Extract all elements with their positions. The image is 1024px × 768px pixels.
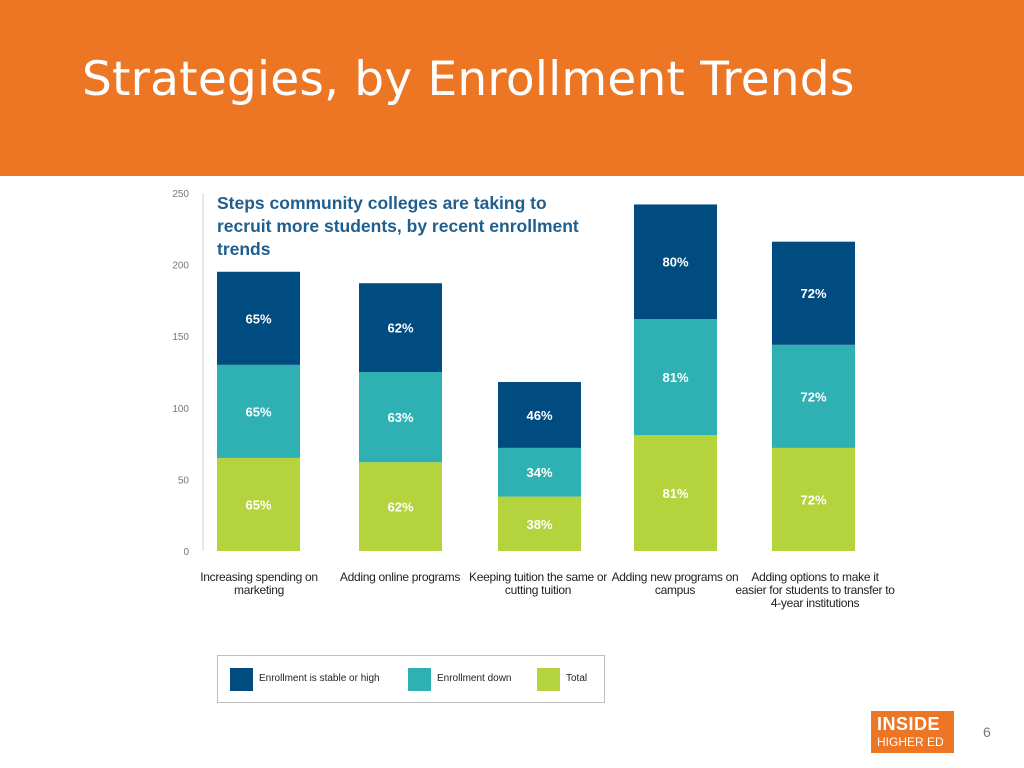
bar-segment xyxy=(634,204,717,320)
category-label: Keeping tuition the same or cutting tuit… xyxy=(469,570,607,597)
bar-value-label: 72% xyxy=(800,389,826,404)
bar-segment xyxy=(498,382,581,448)
y-tick-label: 50 xyxy=(178,475,190,486)
chart-legend: Enrollment is stable or high Enrollment … xyxy=(217,655,605,703)
bar-value-label: 80% xyxy=(662,255,688,270)
bar-segment xyxy=(359,462,442,551)
bar-segment xyxy=(634,319,717,436)
logo-text: HIGHER ED xyxy=(877,735,944,749)
legend-label: Enrollment is stable or high xyxy=(259,673,380,684)
bar-segment xyxy=(359,283,442,372)
legend-label: Total xyxy=(566,673,588,684)
legend-swatch xyxy=(408,668,431,691)
bar-segment xyxy=(772,344,855,448)
category-label: Increasing spending on marketing xyxy=(200,570,318,597)
y-tick-label: 100 xyxy=(172,404,189,415)
y-tick-label: 250 xyxy=(172,189,189,200)
chart-title: Steps community colleges are taking to r… xyxy=(217,193,579,259)
bar-segment xyxy=(217,457,300,551)
bar-value-label: 65% xyxy=(245,497,271,512)
bar-segment xyxy=(634,435,717,551)
bar-value-label: 62% xyxy=(387,321,413,336)
inside-higher-ed-logo: INSIDE HIGHER ED xyxy=(871,711,954,753)
y-tick-label: 0 xyxy=(183,547,189,558)
bar-segment xyxy=(498,496,581,551)
bar-value-label: 62% xyxy=(387,500,413,515)
legend-swatch xyxy=(230,668,253,691)
y-tick-label: 150 xyxy=(172,332,189,343)
bar-value-label: 46% xyxy=(526,408,552,423)
bar-segment xyxy=(217,271,300,365)
bar-value-label: 34% xyxy=(526,465,552,480)
bar-value-label: 72% xyxy=(800,492,826,507)
y-tick-label: 200 xyxy=(172,261,189,272)
bar-value-label: 65% xyxy=(245,404,271,419)
bar-segment xyxy=(772,447,855,551)
category-label: Adding online programs xyxy=(339,570,461,584)
category-label: Adding new programs on campus xyxy=(611,570,739,597)
bar-value-label: 72% xyxy=(800,286,826,301)
bar-segment xyxy=(498,447,581,497)
bar-segment xyxy=(217,364,300,458)
bar-value-label: 81% xyxy=(662,486,688,501)
legend-label: Enrollment down xyxy=(437,673,512,684)
category-label: Adding options to make it easier for stu… xyxy=(735,570,895,610)
logo-text: INSIDE xyxy=(877,714,941,734)
legend-swatch xyxy=(537,668,560,691)
bar-segment xyxy=(359,372,442,463)
title-banner: Strategies, by Enrollment Trends xyxy=(0,0,1024,176)
bar-value-label: 81% xyxy=(662,370,688,385)
bar-value-label: 65% xyxy=(245,311,271,326)
bar-value-label: 63% xyxy=(387,410,413,425)
page-number: 6 xyxy=(983,724,991,740)
bar-value-label: 38% xyxy=(526,517,552,532)
slide-title: Strategies, by Enrollment Trends xyxy=(82,52,855,107)
bar-segment xyxy=(772,241,855,345)
